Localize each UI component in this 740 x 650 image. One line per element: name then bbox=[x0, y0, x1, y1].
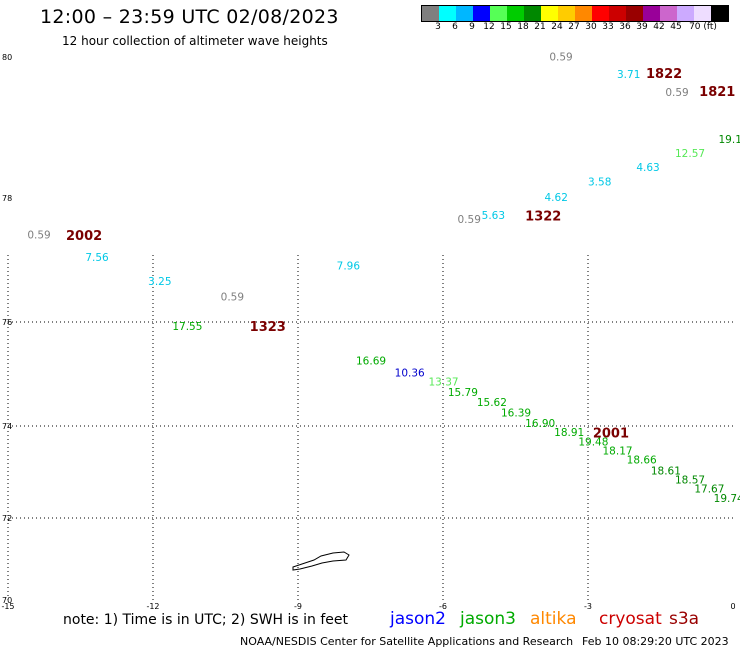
x-axis-tick-label: -12 bbox=[146, 602, 159, 611]
wave-height-label: 10.36 bbox=[395, 368, 425, 380]
island-outline bbox=[292, 551, 350, 571]
colorbar-tick-label: 9 bbox=[469, 22, 475, 32]
colorbar-swatch bbox=[677, 6, 694, 21]
y-axis-tick-label: 72 bbox=[2, 514, 12, 523]
x-axis-tick-label: 0 bbox=[730, 602, 735, 611]
wave-height-label: 7.96 bbox=[337, 260, 361, 272]
wave-height-label: 15.79 bbox=[448, 387, 478, 399]
colorbar-tick-label: 6 bbox=[452, 22, 458, 32]
colorbar-swatch bbox=[422, 6, 439, 21]
colorbar-tick-label: 24 bbox=[551, 22, 563, 32]
colorbar-swatch bbox=[660, 6, 677, 21]
wave-height-label: 0.59 bbox=[549, 52, 572, 64]
pass-time-label: 1822 bbox=[646, 67, 682, 82]
map-subtitle: 12 hour collection of altimeter wave hei… bbox=[62, 34, 328, 48]
wave-height-label: 18.17 bbox=[603, 446, 633, 458]
colorbar-swatch bbox=[541, 6, 558, 21]
wave-height-label: 3.25 bbox=[148, 276, 171, 288]
colorbar-swatch bbox=[609, 6, 626, 21]
colorbar-swatch bbox=[643, 6, 660, 21]
wave-height-label: 18.61 bbox=[651, 465, 681, 477]
y-axis-tick-label: 80 bbox=[2, 53, 12, 62]
y-axis-tick-label: 70 bbox=[2, 596, 12, 605]
y-axis-tick-label: 74 bbox=[2, 422, 12, 431]
wave-height-label: 4.62 bbox=[545, 192, 568, 204]
wave-height-label: 0.59 bbox=[27, 229, 50, 241]
y-axis-tick-label: 76 bbox=[2, 318, 12, 327]
wave-height-label: 17.67 bbox=[694, 484, 724, 496]
colorbar-tick-label: 12 bbox=[483, 22, 495, 32]
colorbar-swatch bbox=[473, 6, 490, 21]
colorbar-swatch bbox=[439, 6, 456, 21]
colorbar-swatch bbox=[558, 6, 575, 21]
wave-height-label: 0.59 bbox=[458, 214, 481, 226]
wave-height-label: 7.56 bbox=[85, 252, 109, 264]
satellite-legend-cryosat: cryosat bbox=[599, 609, 662, 629]
colorbar-tick-label: 18 bbox=[517, 22, 529, 32]
pass-time-label: 2002 bbox=[66, 229, 102, 244]
wave-height-label: 3.71 bbox=[617, 69, 640, 81]
wave-height-label: 18.66 bbox=[627, 455, 657, 467]
wave-height-label: 16.90 bbox=[525, 418, 555, 430]
wave-height-label: 4.63 bbox=[636, 162, 659, 174]
y-axis-tick-label: 78 bbox=[2, 194, 12, 203]
colorbar-swatch bbox=[575, 6, 592, 21]
colorbar-tick-label: 27 bbox=[568, 22, 580, 32]
colorbar-tick-label: 45 bbox=[670, 22, 682, 32]
colorbar-tick-label: 36 bbox=[619, 22, 631, 32]
colorbar-swatch bbox=[694, 6, 711, 21]
colorbar-tick-label: 33 bbox=[602, 22, 614, 32]
map-title: 12:00 – 23:59 UTC 02/08/2023 bbox=[40, 6, 339, 28]
colorbar-swatch bbox=[490, 6, 507, 21]
colorbar-tick-label: 42 bbox=[653, 22, 665, 32]
wave-height-label: 18.91 bbox=[554, 427, 584, 439]
pass-time-label: 1323 bbox=[250, 320, 286, 335]
wave-height-label: 3.58 bbox=[588, 176, 611, 188]
x-axis-tick-label: -15 bbox=[1, 602, 14, 611]
pass-time-label: 2001 bbox=[593, 427, 629, 442]
wave-height-label: 19.48 bbox=[578, 436, 608, 448]
x-axis-tick-label: -3 bbox=[584, 602, 592, 611]
satellite-legend-s3a: s3a bbox=[669, 609, 700, 629]
colorbar-tick-label: 30 bbox=[585, 22, 597, 32]
wave-height-label: 19.74 bbox=[714, 493, 740, 505]
wave-height-label: 16.39 bbox=[501, 408, 531, 420]
satellite-legend-altika: altika bbox=[530, 609, 577, 629]
colorbar-tick-label: 21 bbox=[534, 22, 546, 32]
wave-height-label: 16.69 bbox=[356, 356, 386, 368]
colorbar-tick-label: 15 bbox=[500, 22, 512, 32]
colorbar-swatch bbox=[524, 6, 541, 21]
pass-time-label: 1322 bbox=[525, 209, 561, 224]
wave-height-label: 19.1 bbox=[719, 134, 740, 146]
colorbar-swatch bbox=[626, 6, 643, 21]
wave-height-label: 5.63 bbox=[482, 210, 505, 222]
footer-note: note: 1) Time is in UTC; 2) SWH is in fe… bbox=[63, 612, 349, 628]
colorbar-swatch bbox=[711, 6, 728, 21]
satellite-legend-jason2: jason2 bbox=[390, 609, 446, 629]
wave-height-label: 12.57 bbox=[675, 148, 705, 160]
colorbar-tick-label: 39 bbox=[636, 22, 648, 32]
pass-time-label: 1821 bbox=[699, 85, 735, 100]
x-axis-tick-label: -9 bbox=[294, 602, 302, 611]
wave-height-label: 0.59 bbox=[665, 87, 688, 99]
colorbar-tick-label: 70 (ft) bbox=[689, 22, 717, 32]
colorbar-tick-label: 3 bbox=[435, 22, 441, 32]
colorbar-swatch bbox=[456, 6, 473, 21]
wave-height-label: 18.57 bbox=[675, 475, 705, 487]
credit-text: NOAA/NESDIS Center for Satellite Applica… bbox=[240, 635, 574, 648]
x-axis-tick-label: -6 bbox=[439, 602, 447, 611]
wave-height-label: 17.55 bbox=[172, 321, 202, 333]
colorbar-swatch bbox=[507, 6, 524, 21]
timestamp-text: Feb 10 08:29:20 UTC 2023 bbox=[582, 635, 729, 648]
colorbar-swatch bbox=[592, 6, 609, 21]
wave-height-label: 13.37 bbox=[429, 376, 459, 388]
wave-height-colorbar bbox=[421, 5, 729, 22]
wave-height-label: 0.59 bbox=[221, 291, 244, 303]
wave-height-label: 15.62 bbox=[477, 397, 507, 409]
satellite-legend-jason3: jason3 bbox=[460, 609, 516, 629]
